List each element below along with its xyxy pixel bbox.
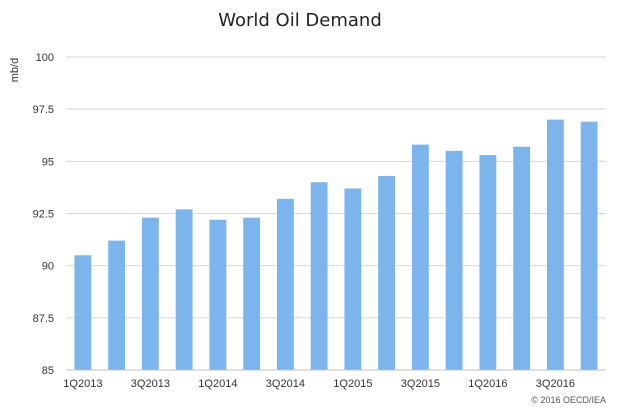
bar-2Q2013: [108, 240, 126, 370]
y-tick-labels: 85 87.5 90 92.5 95 97.5 100: [33, 52, 54, 377]
bar-3Q2014: [276, 198, 294, 370]
bar-4Q2015: [445, 150, 463, 370]
bar-1Q2016: [479, 155, 497, 370]
x-tick-label: 1Q2013: [63, 378, 102, 390]
y-tick-label: 100: [36, 52, 54, 64]
y-tick-label: 87.5: [33, 313, 54, 325]
x-tick-label: 3Q2013: [131, 378, 170, 390]
bar-1Q2015: [344, 188, 362, 370]
x-tick-label: 1Q2016: [468, 378, 507, 390]
y-tick-label: 95: [42, 156, 54, 168]
x-tick-label: 3Q2016: [536, 378, 575, 390]
bar-3Q2015: [411, 144, 429, 370]
bar-2Q2015: [378, 175, 396, 370]
y-tick-label: 85: [42, 365, 54, 377]
bar-4Q2013: [175, 209, 193, 370]
bar-4Q2016: [580, 121, 598, 370]
y-tick-label: 92.5: [33, 209, 54, 221]
credit-text: © 2016 OECD/IEA: [531, 395, 606, 405]
y-tick-label: 97.5: [33, 104, 54, 116]
x-tick-label: 1Q2014: [198, 378, 237, 390]
x-tick-label: 1Q2015: [333, 378, 372, 390]
bar-4Q2014: [310, 182, 328, 370]
bar-2Q2016: [513, 146, 531, 370]
bar-3Q2013: [141, 217, 159, 370]
x-tick-labels: 1Q2013 3Q2013 1Q2014 3Q2014 1Q2015 3Q2015 1Q20…: [63, 378, 575, 390]
bar-3Q2016: [546, 119, 564, 370]
y-tick-label: 90: [42, 261, 54, 273]
x-tick-label: 3Q2014: [266, 378, 305, 390]
chart-title: World Oil Demand: [218, 10, 382, 31]
bar-1Q2013: [74, 255, 92, 370]
bar-2Q2014: [243, 217, 261, 370]
bars: [74, 119, 598, 370]
y-axis-label: mb/d: [9, 58, 21, 82]
x-tick-label: 3Q2015: [401, 378, 440, 390]
bar-1Q2014: [209, 219, 227, 370]
